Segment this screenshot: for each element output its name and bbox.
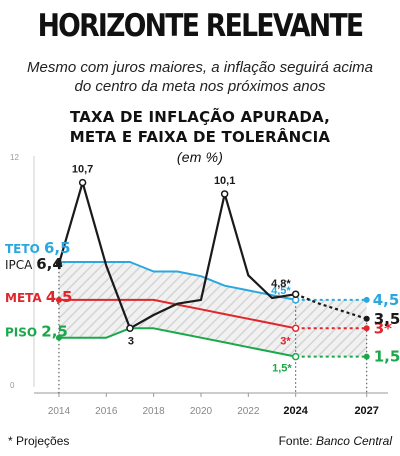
ipca-end-label: 3,5* [374, 310, 400, 328]
subtitle: Mesmo com juros maiores, a inflação segu… [0, 58, 400, 96]
piso-point-label: 1,5* [272, 363, 292, 375]
piso-end-point [363, 353, 370, 360]
piso-point-1,5* [291, 352, 300, 361]
teto-end-point [363, 296, 370, 303]
x-tick-label-2018: 2018 [143, 406, 166, 417]
teto-point-label: 4,5* [271, 285, 291, 297]
chart-title-line-2: META E FAIXA DE TOLERÂNCIA (em %) [0, 127, 400, 167]
ipca-projection-line [295, 293, 368, 320]
source-name: Banco Central [315, 434, 392, 448]
ipca-end-point [363, 315, 370, 322]
x-tick-label-2022: 2022 [237, 406, 260, 417]
chart-title-line-1: TAXA DE INFLAÇÃO APURADA, [69, 108, 331, 126]
meta-start-point [55, 296, 62, 303]
ipca-start-label: IPCA 6,4 [5, 255, 63, 273]
teto-start-label: TETO 6,5 [5, 239, 71, 257]
x-tick-label-2016: 2016 [95, 406, 118, 417]
tolerance-band-area [58, 262, 367, 357]
x-tick-label-2027: 2027 [354, 405, 378, 417]
ipca-line [57, 181, 296, 330]
chart-unit: (em %) [176, 149, 224, 165]
ipca-point-label: 3 [128, 335, 134, 347]
teto-line [58, 261, 296, 301]
meta-end-label: 3* [374, 319, 392, 337]
piso-line [58, 327, 296, 358]
piso-end-label: 1,5* [374, 348, 400, 366]
piso-start-point [55, 334, 62, 341]
x-tick-label-2024: 2024 [283, 405, 308, 417]
ipca-point-label: 10,1 [214, 175, 235, 187]
ipca-point-3 [126, 324, 134, 332]
series-labels: TETO 6,5 META 4,5 PISO 2,5 IPCA 6,4 4,5* 3* 1,… [5, 164, 400, 375]
meta-point-label: 3* [280, 335, 291, 347]
chart-title: TAXA DE INFLAÇÃO APURADA, META E FAIXA D… [0, 107, 400, 167]
chart-axes: 12 0 2014 2016 2018 2020 2022 2024 2027 [10, 153, 388, 417]
series-lines [55, 178, 370, 361]
meta-end-point [363, 325, 370, 332]
ipca-point-10,1 [220, 190, 229, 198]
subtitle-line-1: Mesmo com juros maiores, a inflação segu… [27, 59, 373, 76]
source-prefix: Fonte: [278, 434, 316, 448]
y-tick-label-bottom: 0 [10, 381, 15, 390]
teto-end-label: 4,5* [373, 291, 400, 309]
source-note: Fonte: Banco Central [279, 434, 392, 448]
projection-note: * Projeções [8, 434, 70, 448]
meta-point-3* [291, 324, 300, 332]
ipca-point-10,7 [78, 178, 87, 187]
y-tick-label-top: 12 [10, 153, 19, 162]
ipca-point-label: 10,7 [72, 164, 93, 176]
chart-title-line-2-text: META E FAIXA DE TOLERÂNCIA [69, 128, 331, 146]
ipca-point-label: 4,8* [271, 278, 291, 290]
subtitle-line-2: do centro da meta nos próximos anos [74, 78, 326, 95]
x-tick-label-2020: 2020 [190, 406, 213, 417]
ipca-point-4,8* [291, 290, 300, 298]
x-tick-label-2014: 2014 [48, 406, 71, 417]
piso-start-label: PISO 2,5 [5, 323, 68, 341]
page-title: HORIZONTE RELEVANTE [37, 8, 365, 44]
tolerance-band [58, 262, 367, 357]
ipca-start-point [55, 260, 62, 267]
meta-start-label: META 4,5 [5, 288, 72, 306]
